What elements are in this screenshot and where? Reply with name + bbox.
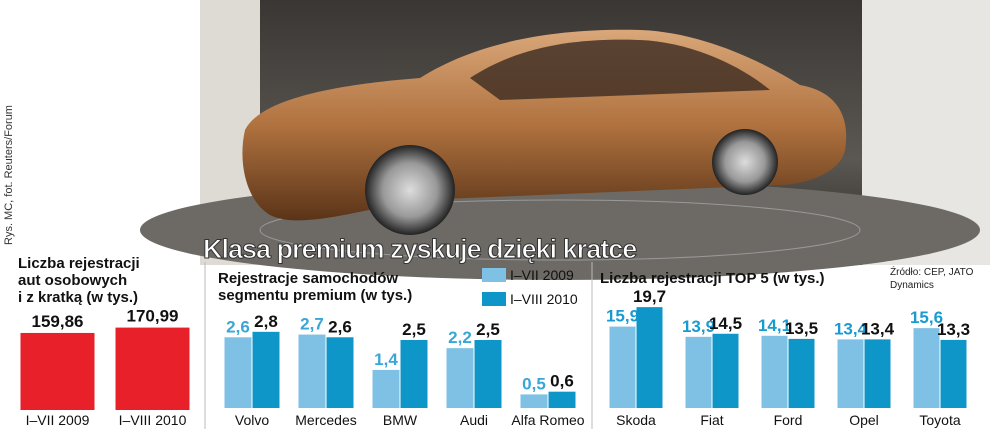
source: Dynamics — [890, 280, 934, 291]
data-label: 170,99 — [127, 307, 179, 326]
x-tick-label: I–VII 2009 — [26, 412, 90, 428]
bar — [712, 333, 739, 408]
data-label: 2,5 — [402, 320, 426, 339]
data-label: 13,4 — [861, 319, 895, 338]
bar — [520, 394, 548, 408]
data-label: 19,7 — [633, 287, 666, 306]
main-title: Klasa premium zyskuje dzięki kratce — [203, 234, 637, 264]
bar — [252, 331, 280, 408]
bar — [837, 339, 864, 408]
x-tick-label: Opel — [849, 412, 879, 428]
bar — [224, 337, 252, 408]
data-label: 2,6 — [226, 317, 250, 336]
legend-swatch — [482, 292, 506, 306]
bar — [326, 337, 354, 408]
bar — [913, 328, 940, 408]
chart-title: segmentu premium (w tys.) — [218, 287, 412, 304]
photo — [140, 0, 990, 280]
bar — [609, 326, 636, 408]
data-label: 2,7 — [300, 315, 324, 334]
data-label: 1,4 — [374, 350, 398, 369]
bar — [864, 339, 891, 408]
x-tick-label: Fiat — [700, 412, 723, 428]
bar — [115, 327, 190, 410]
credit: Rys. MC, fot. Reuters/Forum — [3, 105, 15, 245]
data-label: 13,4 — [834, 319, 868, 338]
data-label: 14,5 — [709, 314, 742, 333]
x-tick-label: BMW — [383, 412, 418, 428]
chart-title: Rejestracje samochodów — [218, 270, 398, 287]
legend-swatch — [482, 268, 506, 282]
bar — [788, 338, 815, 408]
chart-title: i z kratką (w tys.) — [18, 289, 138, 306]
data-label: 2,6 — [328, 317, 352, 336]
x-tick-label: Ford — [774, 412, 803, 428]
data-label: 13,9 — [682, 317, 715, 336]
bar — [685, 336, 712, 408]
bar — [940, 339, 967, 408]
data-label: 13,3 — [937, 320, 970, 339]
bar — [20, 332, 95, 410]
x-tick-label: Mercedes — [295, 412, 356, 428]
data-label: 0,5 — [522, 374, 546, 393]
x-tick-label: I–VIII 2010 — [119, 412, 187, 428]
data-label: 15,6 — [910, 308, 943, 327]
x-tick-label: Alfa Romeo — [511, 412, 584, 428]
x-tick-label: Toyota — [919, 412, 960, 428]
x-tick-label: Skoda — [616, 412, 656, 428]
data-label: 159,86 — [32, 312, 84, 331]
x-tick-label: Audi — [460, 412, 488, 428]
bar — [446, 348, 474, 408]
bar — [761, 335, 788, 408]
legend-label: I–VII 2009 — [510, 267, 574, 283]
data-label: 2,2 — [448, 328, 472, 347]
data-label: 13,5 — [785, 319, 818, 338]
legend-label: I–VIII 2010 — [510, 291, 578, 307]
chart-title: Liczba rejestracji TOP 5 (w tys.) — [600, 270, 825, 287]
bar — [548, 391, 576, 408]
bar — [400, 340, 428, 408]
chart-title: Liczba rejestracji — [18, 255, 140, 272]
chart-title: aut osobowych — [18, 272, 127, 289]
data-label: 2,5 — [476, 320, 500, 339]
data-label: 2,8 — [254, 312, 278, 331]
data-label: 15,9 — [606, 307, 639, 326]
bar — [372, 369, 400, 408]
bar — [474, 340, 502, 408]
data-label: 0,6 — [550, 372, 574, 391]
bar — [636, 307, 663, 408]
source: Źródło: CEP, JATO — [890, 265, 974, 278]
bar — [298, 334, 326, 408]
x-tick-label: Volvo — [235, 412, 269, 428]
data-label: 14,1 — [758, 316, 791, 335]
